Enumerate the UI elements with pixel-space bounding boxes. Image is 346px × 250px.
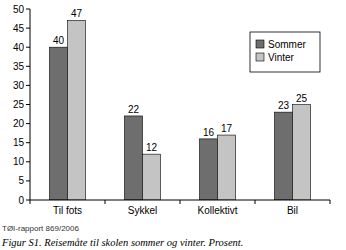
y-tick [26, 200, 30, 201]
legend-box [250, 32, 320, 72]
y-tick [26, 142, 30, 143]
y-tick [26, 28, 30, 29]
y-tick [26, 66, 30, 67]
data-label: 16 [203, 127, 215, 138]
y-tick-label: 30 [13, 80, 25, 91]
y-tick-label: 15 [13, 137, 25, 148]
chart: 0 5 10 15 20 25 30 35 40 45 50 40 22 16 23 47 12 17 25 Til … [0, 0, 346, 250]
y-tick [26, 180, 30, 181]
y-tick [26, 123, 30, 124]
x-tick-label: Kollektivt [197, 205, 237, 216]
data-label: 40 [53, 35, 65, 46]
data-label: 17 [221, 123, 233, 134]
legend-label: Sommer [268, 39, 306, 50]
bar [275, 112, 293, 200]
y-tick-label: 20 [13, 118, 25, 129]
x-tick [180, 200, 181, 204]
y-tick [26, 161, 30, 162]
y-tick-label: 25 [13, 99, 25, 110]
bars [50, 20, 311, 200]
legend-swatch [256, 40, 264, 48]
y-tick-label: 5 [18, 175, 24, 186]
y-tick-label: 10 [13, 156, 25, 167]
data-label: 12 [146, 142, 158, 153]
data-label: 25 [296, 93, 308, 104]
bar [218, 135, 236, 200]
data-label: 47 [71, 8, 83, 19]
y-tick-label: 50 [13, 4, 25, 15]
y-tick [26, 47, 30, 48]
bar [68, 20, 86, 200]
x-tick [255, 200, 256, 204]
legend-swatch [256, 53, 264, 61]
data-label: 22 [128, 104, 140, 115]
x-tick [105, 200, 106, 204]
bar [125, 116, 143, 200]
bar [50, 47, 68, 200]
x-tick-label: Bil [287, 205, 298, 216]
data-label: 23 [278, 100, 290, 111]
y-tick-label: 0 [18, 195, 24, 206]
bar [293, 105, 311, 201]
y-tick-label: 40 [13, 42, 25, 53]
y-axis [30, 9, 31, 200]
source-note: TØI-rapport 869/2006 [2, 224, 79, 233]
legend-label: Vinter [268, 52, 295, 63]
x-tick [30, 200, 31, 204]
bar [143, 154, 161, 200]
y-tick [26, 104, 30, 105]
y-tick [26, 9, 30, 10]
bar [200, 139, 218, 200]
y-tick-label: 35 [13, 61, 25, 72]
x-tick-label: Sykkel [128, 205, 157, 216]
y-tick [26, 85, 30, 86]
x-tick [330, 200, 331, 204]
y-tick-label: 45 [13, 23, 25, 34]
x-tick-label: Til fots [53, 205, 82, 216]
caption: Figur S1. Reisemåte til skolen sommer og… [1, 237, 243, 248]
